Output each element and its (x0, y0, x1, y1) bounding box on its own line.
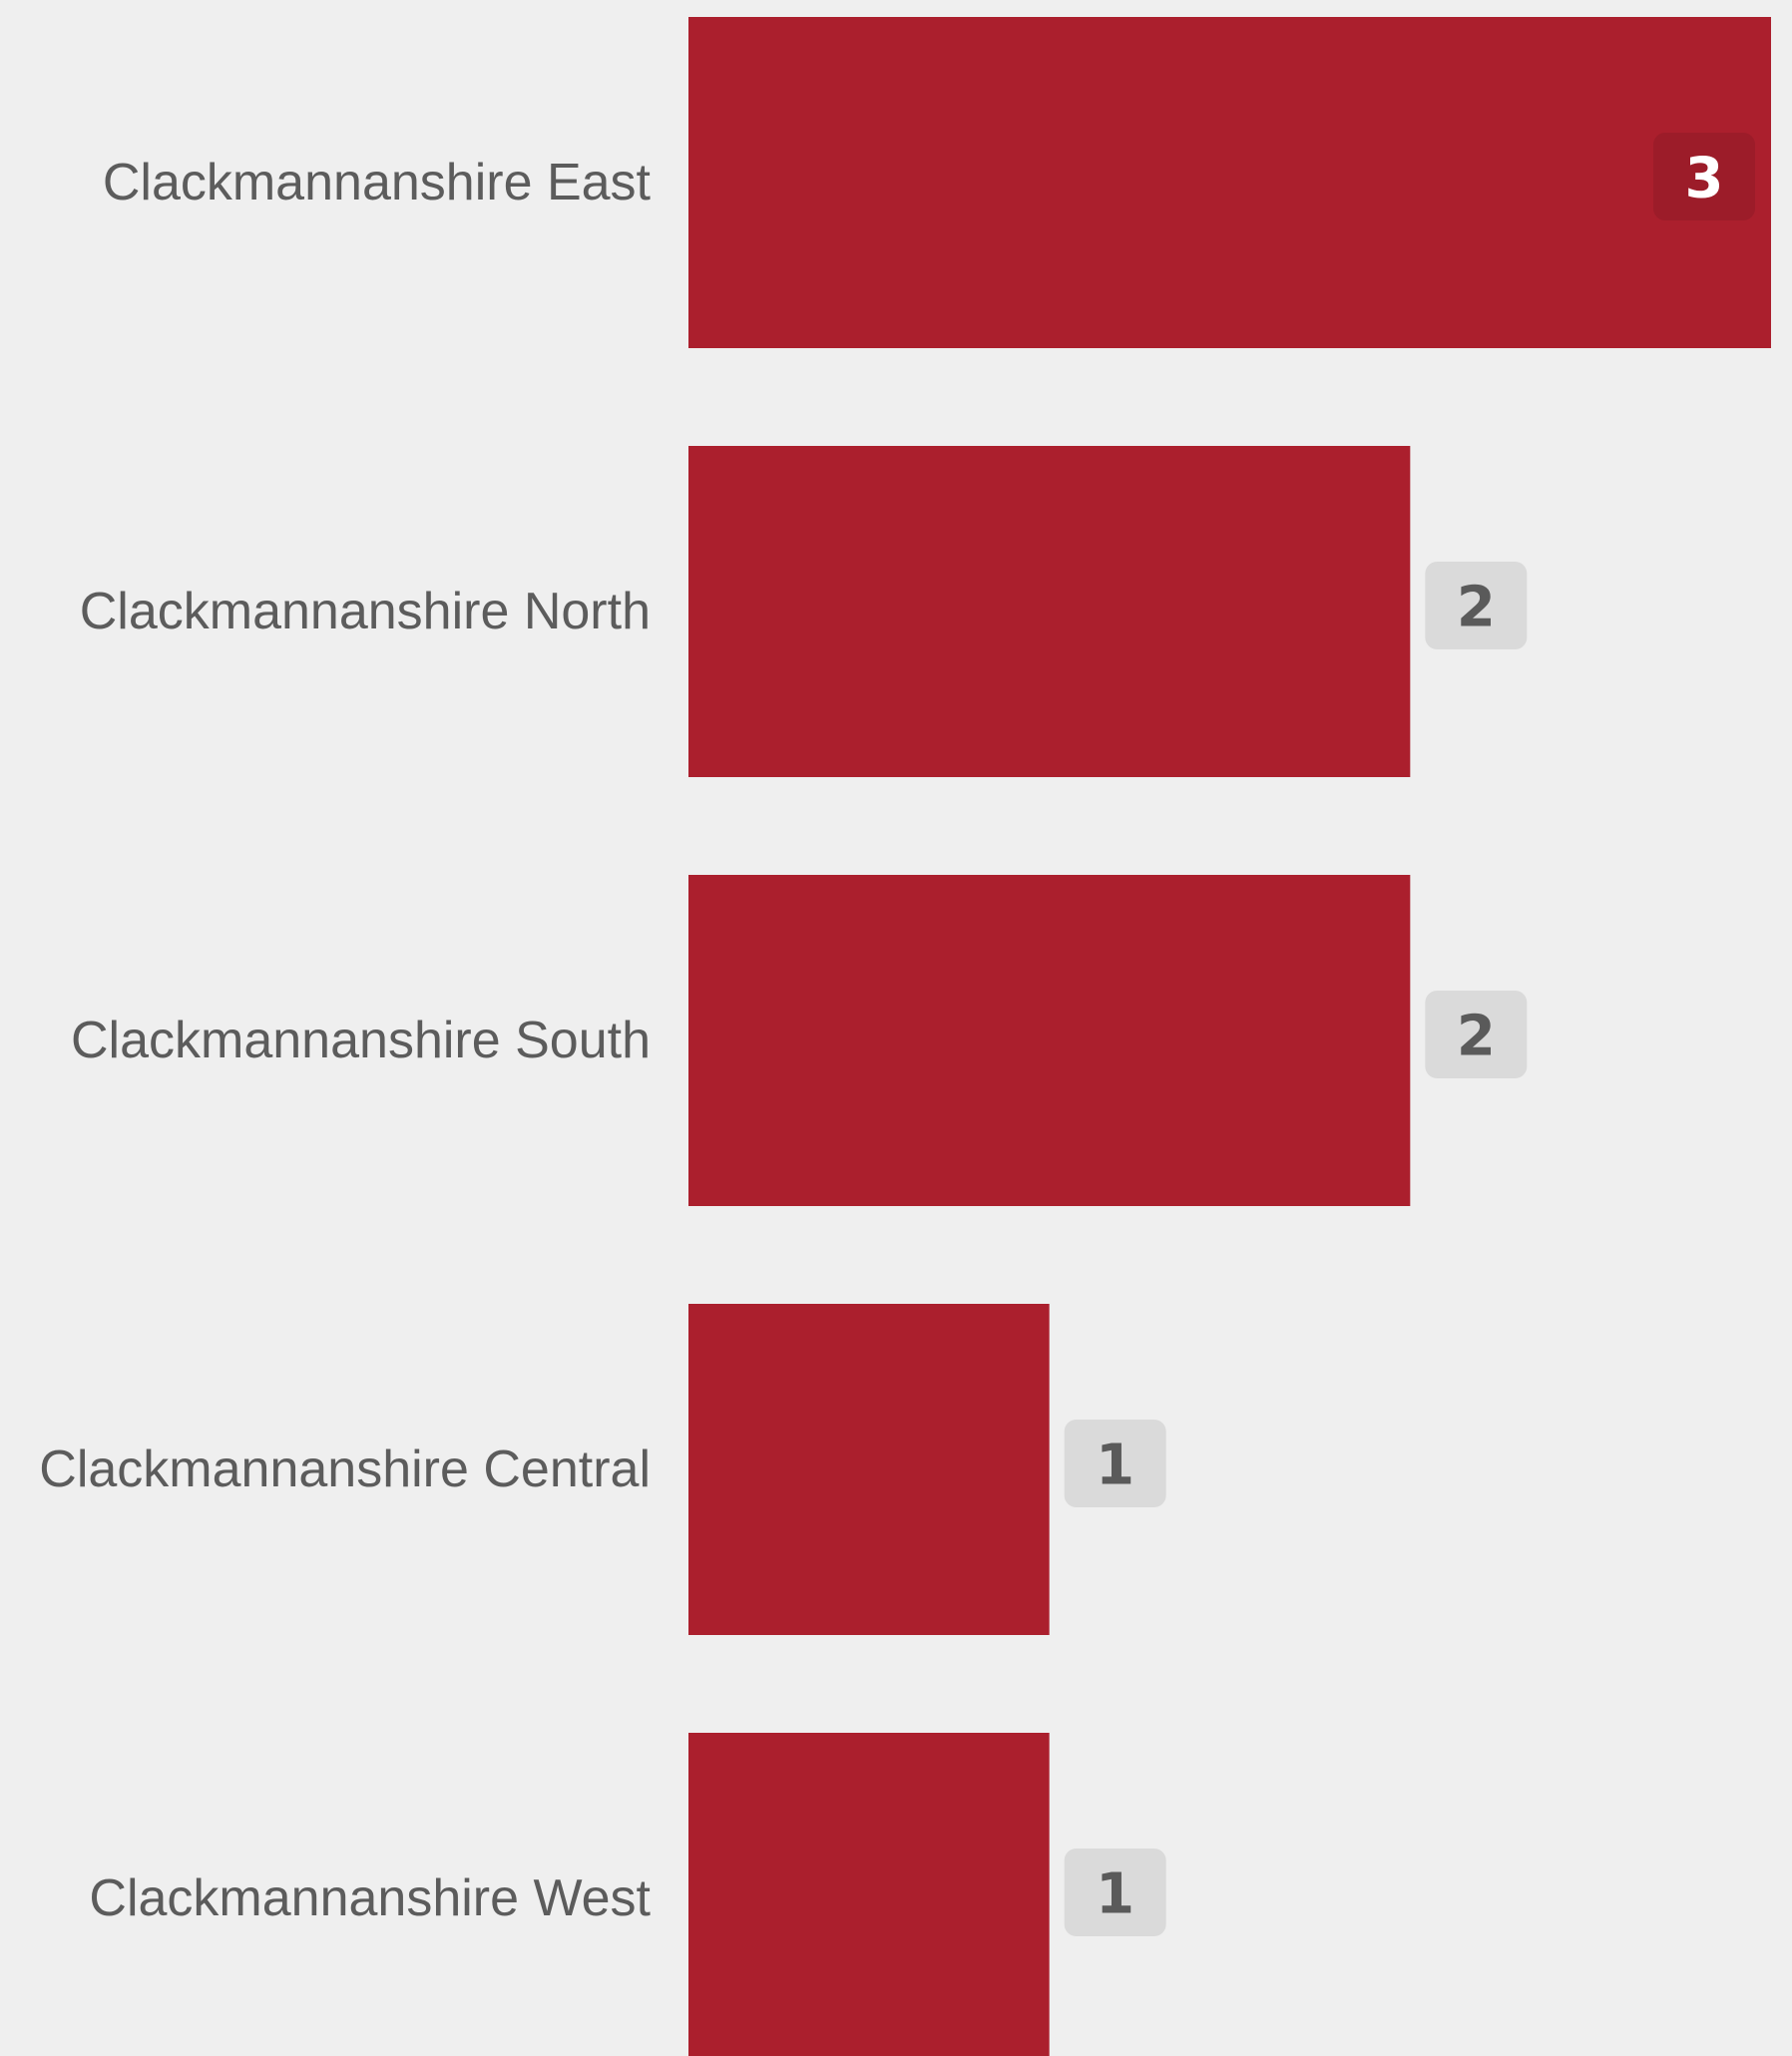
data-label: 2 (1457, 576, 1496, 640)
value-badge (1064, 1420, 1166, 1507)
bar-row-clackmannanshire-north: Clackmannanshire North 2 (80, 446, 1528, 777)
data-label: 2 (1457, 1005, 1496, 1069)
category-label: Clackmannanshire West (89, 1869, 651, 1927)
bar (688, 17, 1771, 348)
value-badge (1653, 133, 1755, 220)
category-label: Clackmannanshire East (103, 154, 652, 211)
bar (688, 1733, 1050, 2056)
data-label: 1 (1096, 1434, 1134, 1498)
bars-layer: Clackmannanshire East 3 Clackmannanshire N… (39, 17, 1771, 2056)
category-label: Clackmannanshire Central (39, 1440, 651, 1498)
value-badge (1064, 1849, 1166, 1936)
bar-row-clackmannanshire-west: Clackmannanshire West 1 (89, 1733, 1166, 2056)
bar (688, 446, 1411, 777)
bar-row-clackmannanshire-south: Clackmannanshire South 2 (71, 875, 1528, 1206)
value-badge (1425, 991, 1528, 1078)
category-label: Clackmannanshire South (71, 1012, 651, 1069)
bar (688, 875, 1411, 1206)
bar-row-clackmannanshire-east: Clackmannanshire East 3 (103, 17, 1771, 348)
category-label: Clackmannanshire North (80, 583, 651, 640)
data-label: 1 (1096, 1862, 1134, 1927)
value-badge (1425, 562, 1528, 649)
bar (688, 1304, 1050, 1635)
data-label: 3 (1685, 147, 1724, 211)
bar-row-clackmannanshire-central: Clackmannanshire Central 1 (39, 1304, 1166, 1635)
